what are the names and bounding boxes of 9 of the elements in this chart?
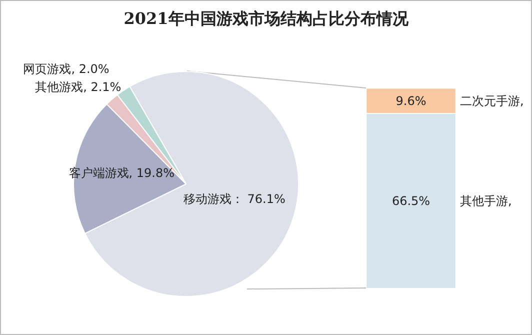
slice-label: 客户端游戏, 19.8% bbox=[68, 165, 175, 182]
chart-title: 2021年中国游戏市场结构占比分布情况 bbox=[122, 9, 410, 30]
slice-label: 网页游戏, 2.0% bbox=[23, 61, 110, 78]
data-label: 9.6% bbox=[396, 92, 426, 109]
series-label: 二次元手游, bbox=[460, 92, 524, 109]
data-label: 66.5% bbox=[392, 192, 430, 209]
slice-label: 移动游戏： 76.1% bbox=[183, 190, 286, 207]
slice-label: 其他游戏, 2.1% bbox=[35, 79, 122, 96]
series-label: 其他手游, bbox=[460, 192, 512, 209]
